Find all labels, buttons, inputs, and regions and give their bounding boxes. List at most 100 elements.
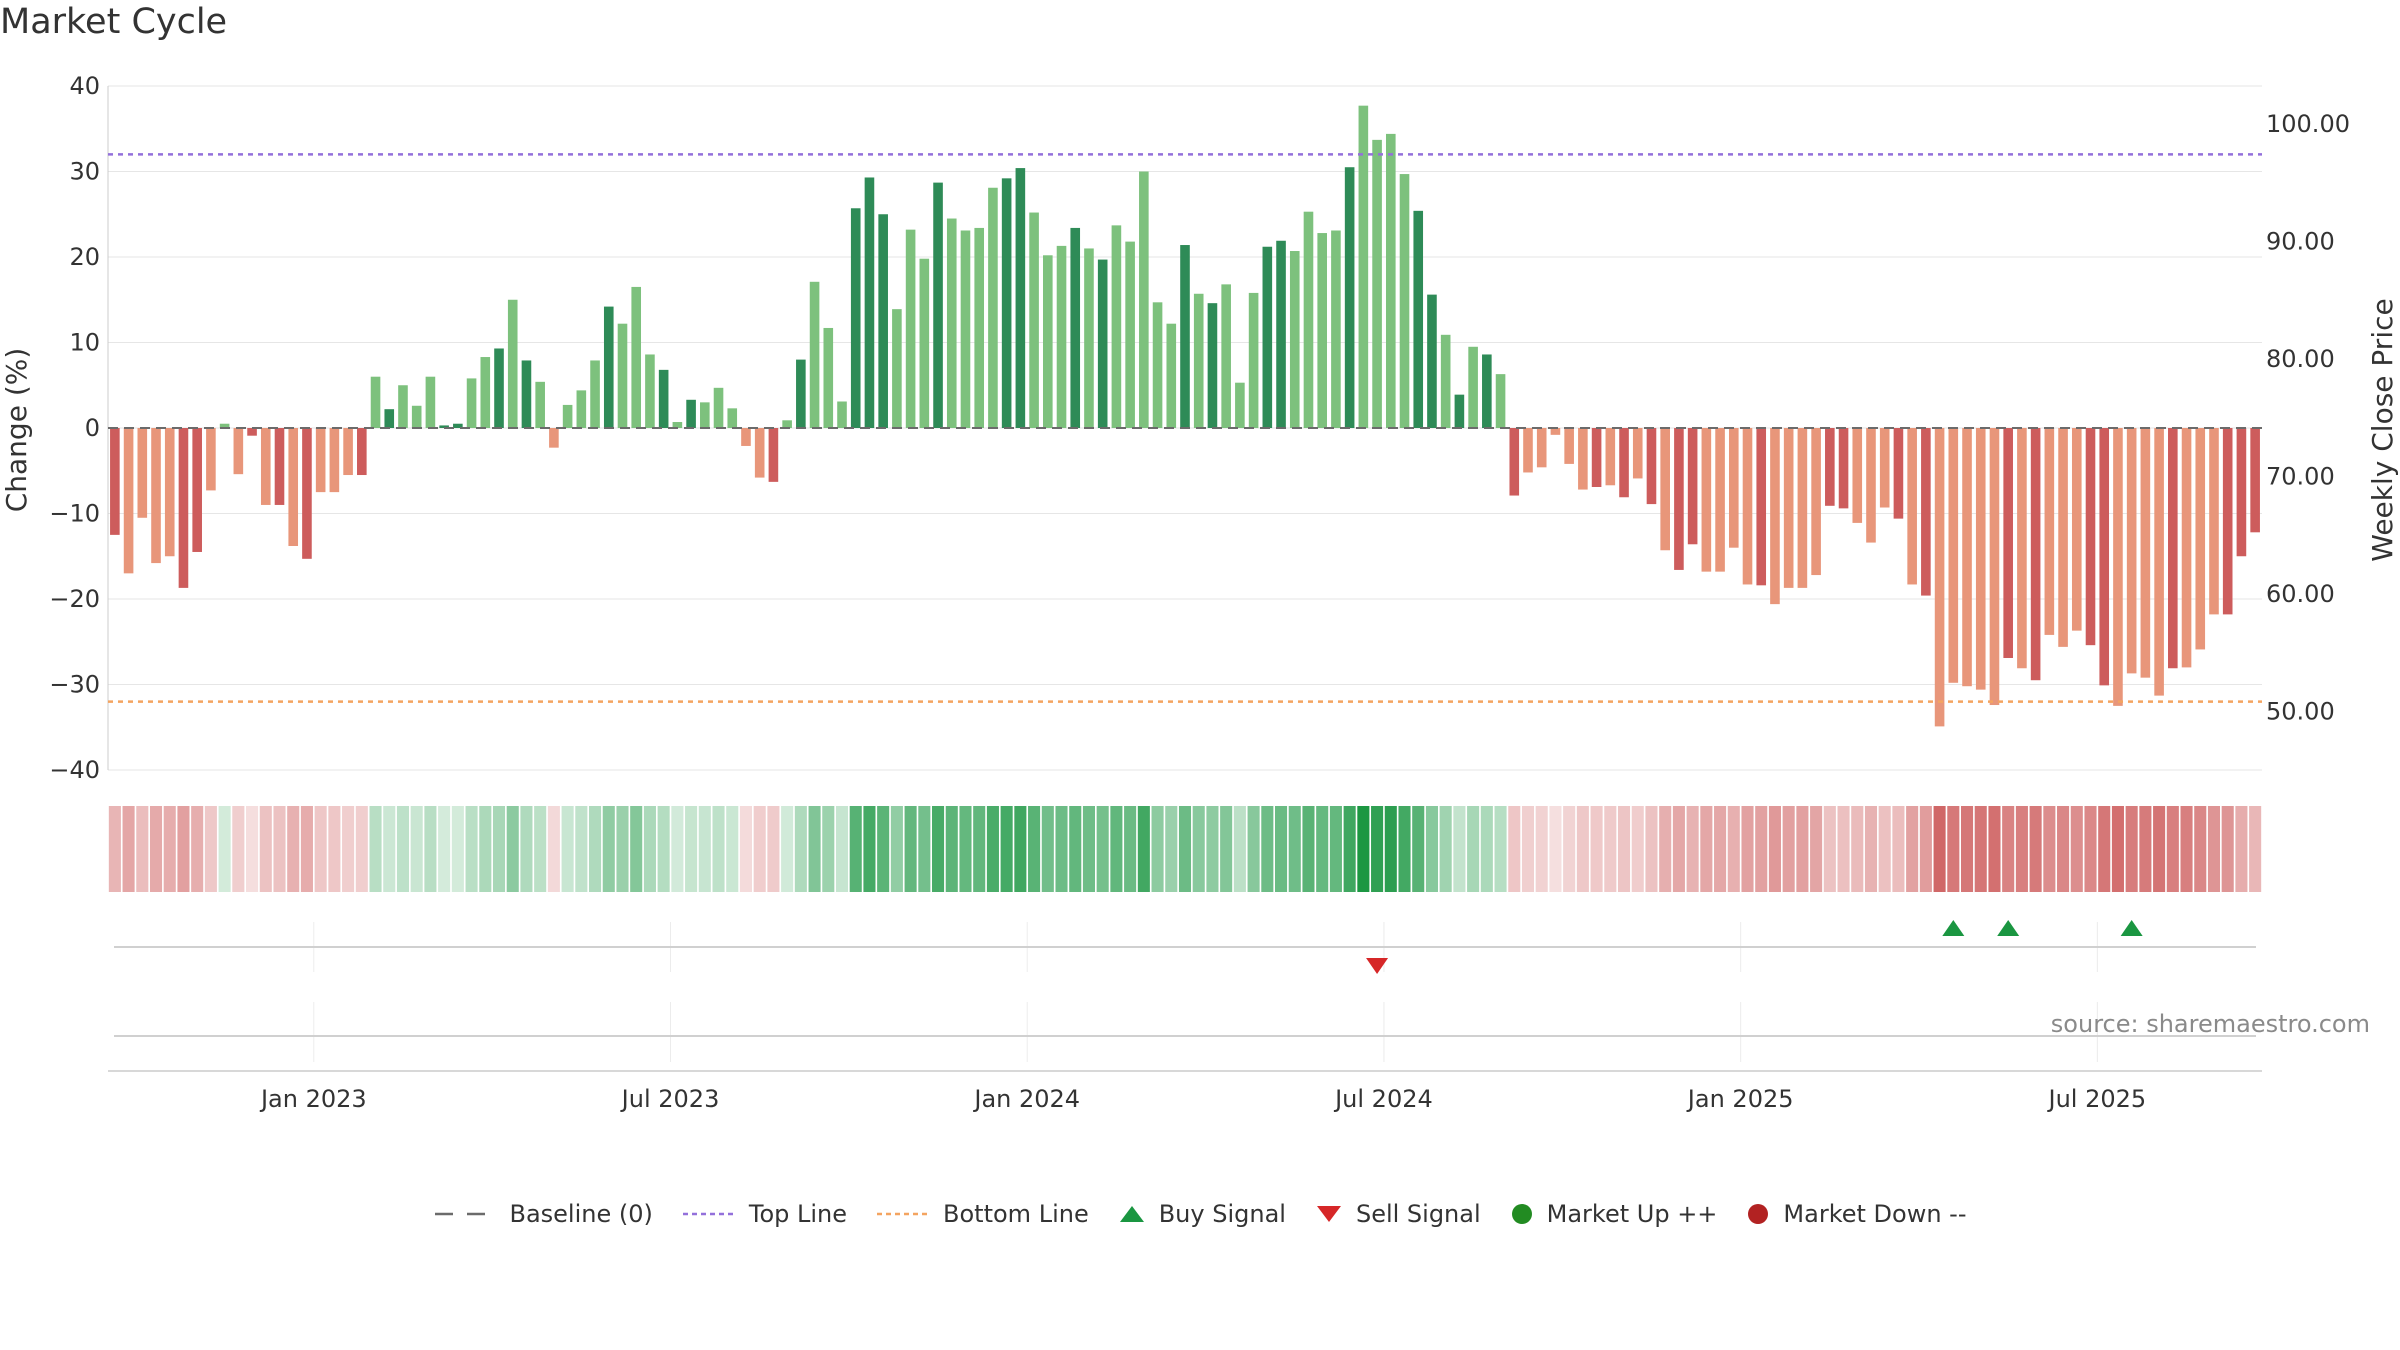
bar [1084, 248, 1094, 428]
heat-cell [1659, 806, 1672, 892]
heat-cell [1178, 806, 1192, 892]
bar [782, 420, 792, 428]
heat-cell [1878, 806, 1891, 892]
bar [1852, 428, 1863, 523]
bar [1043, 255, 1053, 428]
top-legend-icon [682, 1212, 735, 1216]
bar [1399, 174, 1410, 428]
heat-cell [863, 806, 876, 892]
bar [576, 390, 587, 428]
bar [110, 428, 120, 535]
heat-cell [1686, 806, 1699, 892]
bar [741, 428, 751, 446]
y-tick-label: −20 [49, 585, 100, 613]
heat-cell [616, 806, 629, 892]
bar [453, 423, 463, 428]
bar [1111, 225, 1122, 428]
heat-cell [396, 806, 410, 892]
y-axis-left-title: Change (%) [0, 348, 33, 513]
heat-cell [685, 806, 698, 892]
heat-cell [1220, 806, 1233, 892]
heat-cell [2002, 806, 2015, 892]
heat-cell [2098, 806, 2111, 892]
heat-cell [698, 806, 711, 892]
heat-cell [1261, 806, 1274, 892]
bar [2195, 428, 2206, 650]
heat-cell [1288, 806, 1301, 892]
bar [123, 428, 134, 574]
bar [2181, 428, 2192, 668]
bar [425, 376, 436, 428]
y-tick-label: 10 [69, 329, 100, 357]
heat-cell [561, 806, 574, 892]
heat-cell [2207, 806, 2221, 892]
y-axis-right-title: Weekly Close Price [2366, 298, 2399, 561]
heat-cell [1823, 806, 1836, 892]
heat-cell [410, 806, 423, 892]
cycle-heat-strip [108, 806, 2262, 892]
bar [1207, 303, 1218, 428]
heat-cell [1535, 806, 1548, 892]
bar [137, 428, 148, 518]
x-tick-label: Jul 2024 [1333, 1085, 1433, 1113]
bar [1811, 428, 1821, 576]
heat-cell [602, 806, 615, 892]
heat-cell [575, 806, 588, 892]
bar [315, 428, 326, 493]
bar [151, 428, 161, 564]
bar [1564, 428, 1574, 464]
y-tick-label: 40 [69, 72, 100, 100]
heat-cell [1892, 806, 1905, 892]
x-tick-label: Jan 2025 [1686, 1085, 1794, 1113]
bar [1825, 428, 1835, 506]
bar [1139, 171, 1149, 428]
bar [864, 177, 875, 428]
heat-cell [1233, 806, 1246, 892]
heat-cell [1206, 806, 1219, 892]
heat-cell [1521, 806, 1535, 892]
heat-cell [1302, 806, 1315, 892]
heat-cell [932, 806, 945, 892]
heat-cell [1096, 806, 1109, 892]
bar [1591, 428, 1602, 487]
bar [1358, 105, 1369, 428]
y-tick-label: 30 [69, 158, 100, 186]
bar [1797, 428, 1808, 588]
bar [260, 428, 271, 505]
heat-cell [2070, 806, 2083, 892]
bar [1056, 245, 1067, 428]
buy-signal-marker [2120, 920, 2143, 936]
bar [727, 408, 738, 428]
heat-cell [1453, 806, 1466, 892]
bar [1948, 428, 1959, 683]
heat-cell [2043, 806, 2056, 892]
bar [1235, 382, 1245, 428]
x-tick-label: Jan 2023 [259, 1085, 367, 1113]
heat-cell [1000, 806, 1013, 892]
bar [672, 422, 683, 428]
legend-item-baseline: Baseline (0) [433, 1200, 653, 1228]
bar [480, 357, 491, 428]
bar [535, 381, 545, 428]
heat-cell [136, 806, 149, 892]
heat-cell [232, 806, 245, 892]
bar [850, 208, 861, 428]
bar [233, 428, 244, 475]
heat-cell [273, 806, 286, 892]
bar [192, 428, 202, 552]
bar [645, 354, 655, 428]
heat-cell [1412, 806, 1425, 892]
bar [384, 409, 395, 428]
bar [603, 306, 614, 428]
bar [905, 229, 916, 428]
heat-cell [822, 806, 835, 892]
heat-cell [1192, 806, 1205, 892]
bar [1372, 139, 1382, 429]
bar [700, 402, 710, 428]
heat-cell [1645, 806, 1658, 892]
bar [686, 399, 696, 428]
bar [1962, 428, 1972, 687]
heat-cell [2180, 806, 2193, 892]
bar [1619, 428, 1629, 498]
heat-cell [2084, 806, 2097, 892]
